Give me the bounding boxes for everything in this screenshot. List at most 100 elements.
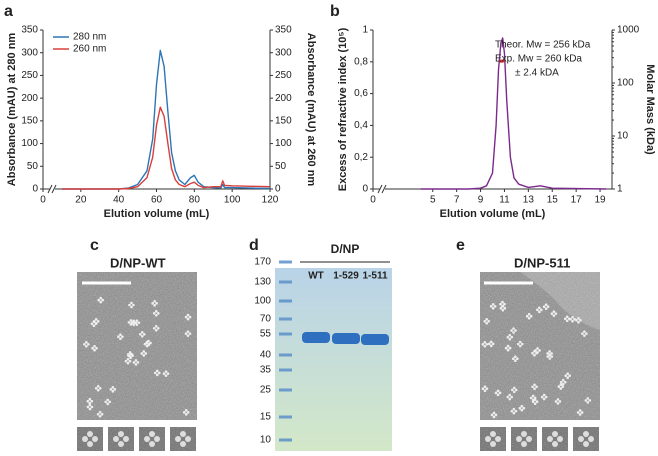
y-tick-label: 0 (32, 184, 38, 195)
particle (117, 335, 120, 338)
particle (566, 315, 569, 318)
particle (583, 431, 589, 437)
panel-letter: c (90, 237, 99, 254)
particle (158, 372, 161, 375)
particle (155, 329, 158, 332)
particle (187, 318, 190, 321)
particle (501, 305, 504, 308)
particle (185, 409, 188, 412)
particle (125, 360, 128, 363)
protein-band (332, 333, 360, 344)
particle (528, 317, 531, 320)
particle (550, 355, 553, 358)
particle (135, 359, 138, 362)
particle (130, 319, 133, 322)
particle (583, 330, 586, 333)
particle (553, 310, 556, 313)
particle (113, 436, 119, 442)
gel-title: D/NP (331, 242, 360, 256)
x-tick-label: 7 (454, 195, 460, 206)
particle (548, 357, 551, 360)
lane-label: 1-511 (362, 271, 387, 282)
particle (514, 329, 517, 332)
particle (132, 323, 135, 326)
particle (557, 398, 560, 401)
y-tick-label: 0,2 (354, 152, 368, 163)
annotation: ± 2.4 kDA (515, 68, 559, 79)
particle (573, 318, 576, 321)
particle (130, 306, 133, 309)
particle (99, 387, 102, 390)
particle (566, 372, 569, 375)
particle (110, 388, 113, 391)
particle (83, 343, 86, 346)
particle (97, 320, 100, 323)
particle (91, 347, 94, 350)
particle (154, 372, 157, 375)
particle (93, 349, 96, 352)
particle (577, 411, 580, 414)
particle (535, 385, 538, 388)
x-tick-label: 60 (151, 195, 163, 206)
particle (588, 436, 594, 442)
particle (87, 431, 93, 437)
particle (560, 381, 563, 384)
particle (86, 400, 89, 403)
particle (118, 441, 124, 447)
x-tick-label: 19 (594, 195, 606, 206)
particle (488, 343, 491, 346)
particle (149, 431, 155, 437)
particle (127, 358, 130, 361)
particle (189, 332, 192, 335)
particle (513, 391, 516, 394)
particle (547, 305, 550, 308)
particle (147, 340, 150, 343)
particle (585, 399, 588, 402)
particle (483, 341, 486, 344)
particle (486, 387, 489, 390)
thumbnail-noise (573, 427, 599, 451)
y-tick-label: 150 (21, 115, 38, 126)
particle (538, 307, 541, 310)
y-tick-label: 100 (21, 138, 38, 149)
particle (497, 390, 500, 393)
protein-band (302, 332, 330, 343)
annotation: Exp. Mw = 260 kDa (495, 54, 582, 65)
y2-axis-label: Absorbance (mAU) at 260 nm (305, 33, 317, 187)
y-axis-label: Absorbance (mAU) at 280 nm (6, 33, 18, 187)
particle (143, 333, 146, 336)
particle (85, 341, 88, 344)
particle (528, 313, 531, 316)
particle (483, 320, 486, 323)
particle (149, 441, 155, 447)
particle (530, 315, 533, 318)
gel (275, 268, 392, 451)
ladder-band (279, 389, 292, 392)
particle (557, 436, 563, 442)
particle (187, 334, 190, 337)
y2-axis-label: Molar Mass (kDa) (644, 64, 656, 155)
particle (492, 307, 495, 310)
particle (154, 436, 160, 442)
particle (545, 303, 548, 306)
thumbnail-noise (139, 427, 165, 451)
particle (89, 408, 92, 411)
ladder-label: 130 (254, 277, 271, 288)
x-axis-label: Elution volume (mL) (440, 208, 546, 220)
x-axis-label: Elution volume (mL) (104, 208, 210, 220)
particle (121, 335, 124, 338)
particle (546, 352, 549, 355)
particle (536, 309, 539, 312)
particle (119, 333, 122, 336)
particle (548, 350, 551, 353)
particle (130, 302, 133, 305)
particle (577, 317, 580, 320)
particle (492, 303, 495, 306)
particle (536, 351, 539, 354)
particle (513, 387, 516, 390)
particle (517, 343, 520, 346)
particle (519, 407, 522, 410)
particle (560, 383, 563, 386)
particle (545, 307, 548, 310)
